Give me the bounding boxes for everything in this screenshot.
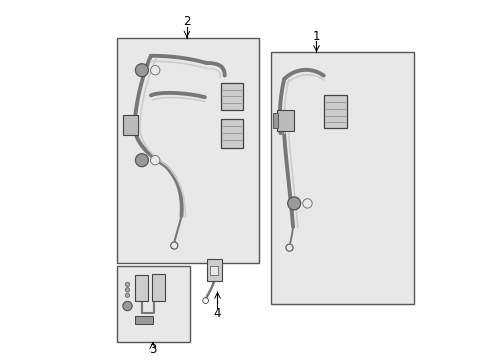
Circle shape — [125, 293, 129, 297]
Circle shape — [135, 64, 148, 77]
Text: 1: 1 — [312, 30, 320, 42]
Bar — [151, 274, 165, 301]
Text: 4: 4 — [213, 307, 221, 320]
Circle shape — [135, 154, 148, 167]
Circle shape — [150, 156, 160, 165]
Bar — [221, 83, 242, 110]
Bar — [276, 110, 294, 131]
Circle shape — [122, 301, 132, 311]
Bar — [134, 316, 152, 324]
Bar — [210, 266, 218, 275]
Bar — [273, 113, 277, 128]
Bar — [323, 95, 346, 128]
Bar — [117, 38, 258, 263]
Bar — [123, 115, 137, 135]
Bar — [117, 266, 190, 342]
Circle shape — [125, 288, 129, 292]
Text: 3: 3 — [149, 343, 156, 356]
Bar — [221, 119, 242, 148]
Circle shape — [287, 197, 300, 210]
Circle shape — [302, 199, 311, 208]
Circle shape — [150, 66, 160, 75]
Bar — [271, 52, 413, 304]
Bar — [206, 259, 222, 281]
Text: 2: 2 — [183, 15, 190, 28]
Bar — [134, 275, 148, 301]
Circle shape — [125, 282, 129, 287]
